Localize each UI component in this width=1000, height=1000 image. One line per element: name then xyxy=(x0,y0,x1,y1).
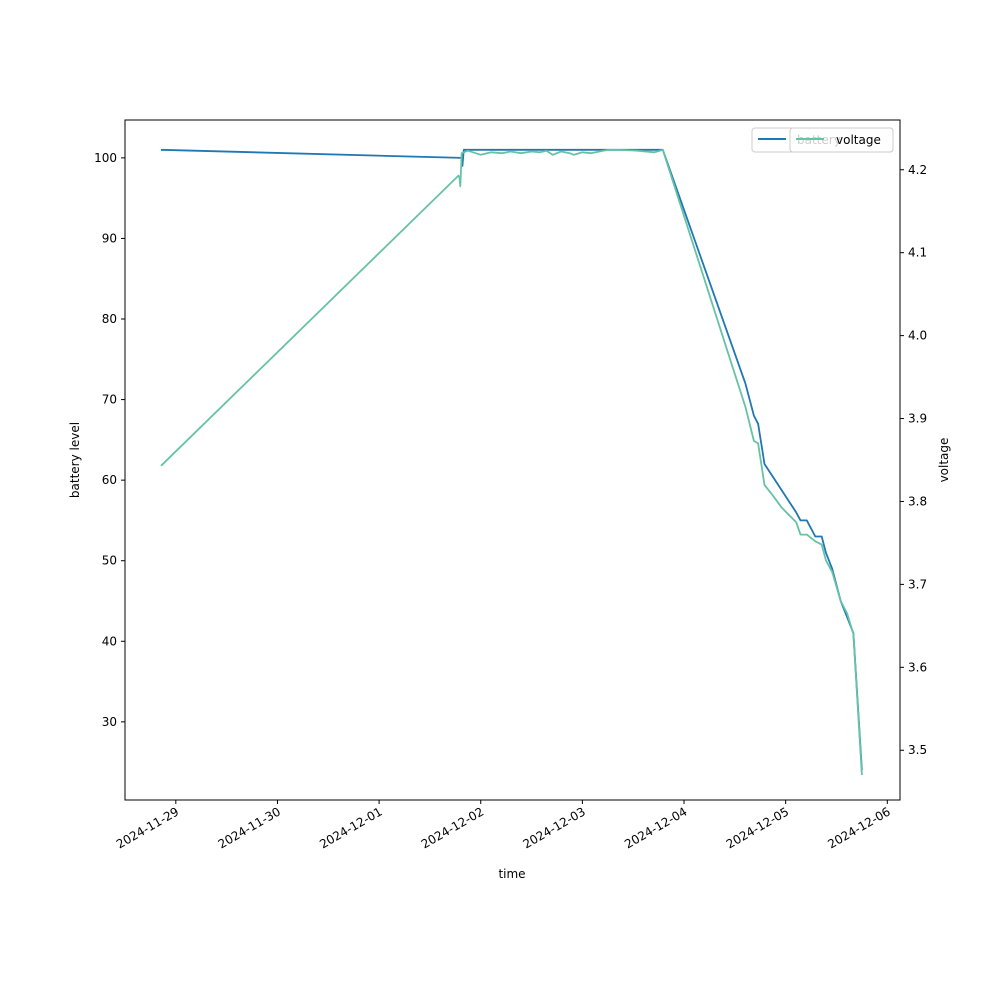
x-tick-label: 2024-12-01 xyxy=(317,804,384,851)
legend-right: voltage xyxy=(789,127,894,153)
x-tick-label: 2024-11-29 xyxy=(114,804,181,851)
plot-area xyxy=(125,120,900,800)
x-tick-label: 2024-11-30 xyxy=(216,804,283,851)
plot-frame xyxy=(124,119,901,801)
y-tick-label: 60 xyxy=(102,473,117,487)
y2-tick-label: 4.2 xyxy=(908,163,927,177)
x-axis-label: time xyxy=(498,867,525,881)
y-tick-label: 100 xyxy=(94,151,117,165)
y-tick-label: 90 xyxy=(102,231,117,245)
y2-tick-label: 3.5 xyxy=(908,743,927,757)
x-axis: 2024-11-29 2024-11-30 2024-12-01 2024-12-02… xyxy=(114,800,893,851)
x-tick-label: 2024-12-05 xyxy=(724,804,791,851)
y-tick-label: 50 xyxy=(102,554,117,568)
series-line-voltage xyxy=(160,149,863,776)
legend-right-frame xyxy=(789,127,894,153)
y-axis-left: 30 40 50 60 70 80 90 100 xyxy=(94,151,125,729)
y2-tick-label: 4.0 xyxy=(908,329,927,343)
y2-tick-label: 4.1 xyxy=(908,246,927,260)
legend-right-label: voltage xyxy=(836,133,881,147)
x-tick-label: 2024-12-02 xyxy=(419,804,486,851)
x-tick-label: 2024-12-03 xyxy=(520,804,587,851)
series-lines xyxy=(160,148,863,776)
y-tick-label: 80 xyxy=(102,312,117,326)
y2-tick-label: 3.9 xyxy=(908,412,927,426)
y-tick-label: 30 xyxy=(102,715,117,729)
y2-tick-label: 3.6 xyxy=(908,660,927,674)
y2-axis-label: voltage xyxy=(937,438,951,483)
y2-tick-label: 3.7 xyxy=(908,577,927,591)
y-axis-right: 3.5 3.6 3.7 3.8 3.9 4.0 4.1 4.2 xyxy=(900,163,927,757)
y2-tick-label: 3.8 xyxy=(908,494,927,508)
y-tick-label: 40 xyxy=(102,634,117,648)
x-tick-label: 2024-12-04 xyxy=(622,804,689,851)
x-tick-label: 2024-12-06 xyxy=(825,804,892,851)
y-tick-label: 70 xyxy=(102,393,117,407)
y-axis-label: battery level xyxy=(68,422,82,498)
